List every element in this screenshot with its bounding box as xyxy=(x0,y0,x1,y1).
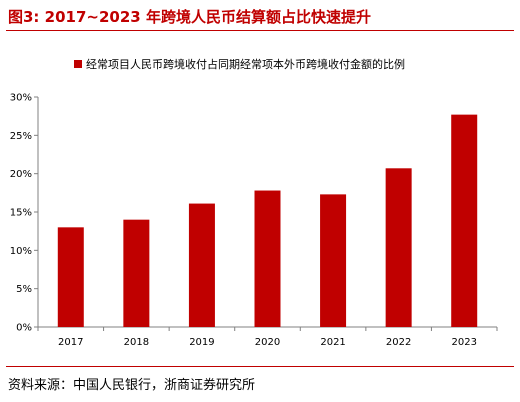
bar-2023 xyxy=(451,114,478,327)
x-tick-label: 2019 xyxy=(189,337,214,348)
y-tick-label: 15% xyxy=(10,208,32,219)
bar-2019 xyxy=(188,203,215,327)
x-tick-label: 2017 xyxy=(58,337,83,348)
y-tick-label: 5% xyxy=(16,284,32,295)
x-tick-label: 2021 xyxy=(320,337,345,348)
x-axis: 2017 2018 2019 2020 2021 2022 2023 xyxy=(37,326,498,348)
bar-2021 xyxy=(320,194,347,327)
y-tick-label: 10% xyxy=(10,246,32,257)
legend-swatch xyxy=(74,60,82,68)
chart-legend: 经常项目人民币跨境收付占同期经常项本外币跨境收付金额的比例 xyxy=(74,57,405,71)
source-note: 资料来源：中国人民银行，浙商证券研究所 xyxy=(8,378,256,393)
x-tick-label: 2020 xyxy=(255,337,280,348)
title-divider xyxy=(6,30,514,31)
y-tick-label: 30% xyxy=(10,93,32,104)
bar-chart: 经常项目人民币跨境收付占同期经常项本外币跨境收付金额的比例 0% 5% 10% 15%… xyxy=(10,57,498,348)
y-tick-label: 25% xyxy=(10,131,32,142)
bar-2018 xyxy=(123,219,150,327)
bar-2022 xyxy=(385,168,412,327)
y-axis: 0% 5% 10% 15% 20% 25% 30% xyxy=(10,93,39,334)
x-tick-label: 2022 xyxy=(386,337,411,348)
footer-divider xyxy=(6,366,514,367)
x-tick-label: 2023 xyxy=(451,337,476,348)
figure-title: 图3: 2017~2023 年跨境人民币结算额占比快速提升 xyxy=(8,8,371,26)
x-tick-label: 2018 xyxy=(124,337,149,348)
legend-label: 经常项目人民币跨境收付占同期经常项本外币跨境收付金额的比例 xyxy=(86,57,405,71)
bars xyxy=(57,114,478,327)
y-tick-label: 20% xyxy=(10,169,32,180)
bar-2017 xyxy=(57,227,84,327)
bar-2020 xyxy=(254,190,281,327)
y-tick-label: 0% xyxy=(16,323,32,334)
